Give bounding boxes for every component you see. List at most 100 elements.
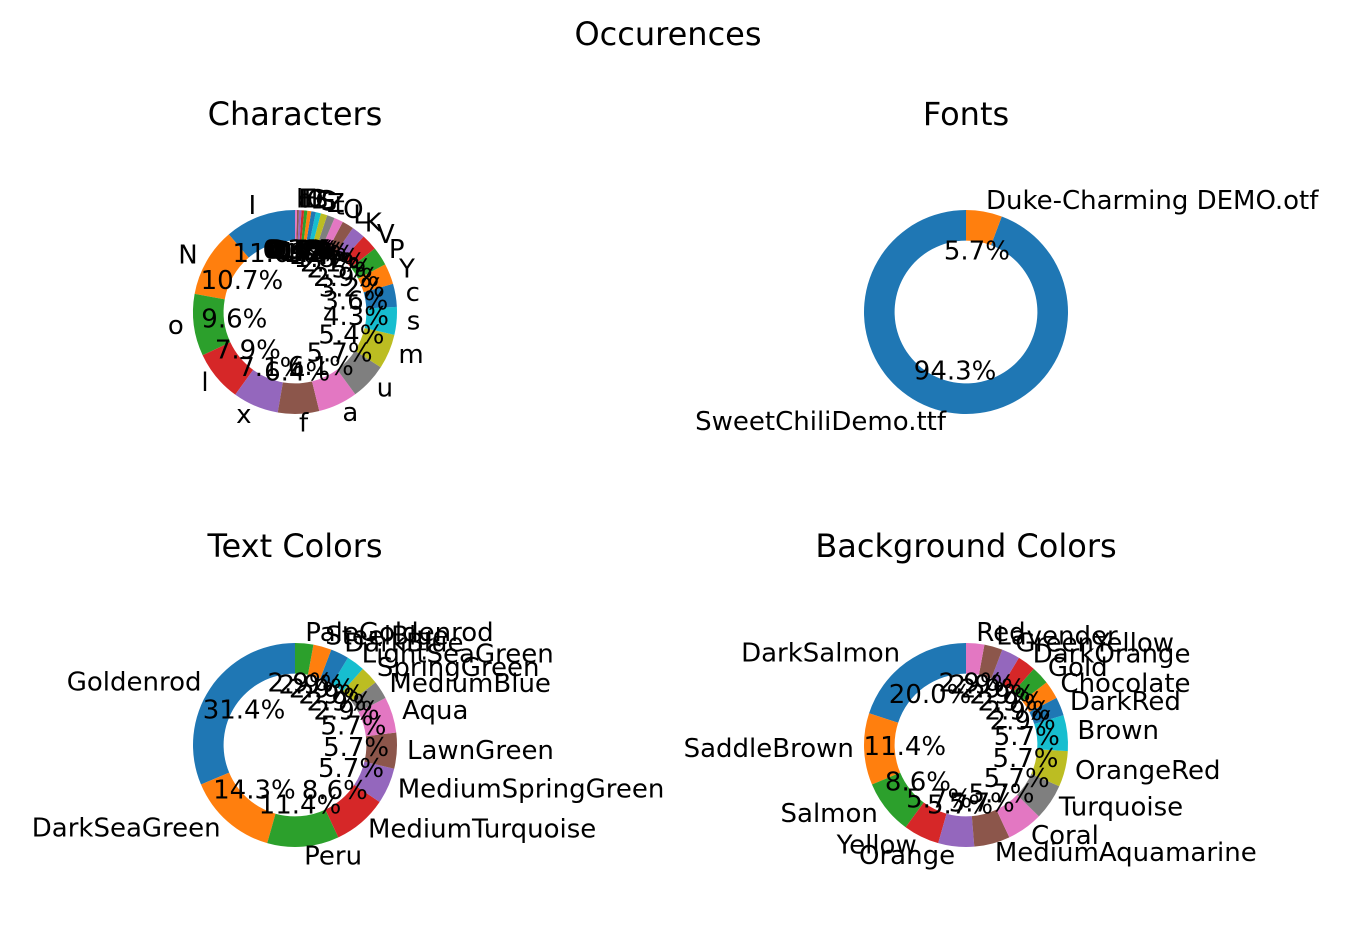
pie-characters-slice-k bbox=[335, 228, 364, 260]
pie-text-colors-slice-darkseagreen bbox=[200, 772, 276, 844]
pie-background-colors-percent-saddlebrown: 11.4% bbox=[864, 732, 947, 762]
pie-text-colors-label-springgreen: SpringGreen bbox=[377, 653, 540, 683]
pie-background-colors-percent-orange: 5.7% bbox=[927, 790, 993, 820]
pie-characters-slice-l bbox=[202, 342, 254, 395]
pie-characters-label-a: a bbox=[342, 398, 358, 428]
pie-fonts-title: Fonts bbox=[923, 95, 1009, 133]
pie-background-colors-percent-yellow: 5.7% bbox=[906, 784, 972, 814]
pie-background-colors-slice-orange bbox=[938, 813, 975, 847]
pie-characters-slice-n bbox=[194, 234, 249, 300]
pie-background-colors-slice-coral bbox=[996, 794, 1039, 838]
pie-characters-label-s: S bbox=[321, 187, 338, 217]
pie-text-colors-slice-lightseagreen bbox=[332, 657, 363, 692]
pie-characters-percent-c: 0.5% bbox=[268, 236, 334, 266]
pie-background-colors-slice-darkorange bbox=[1003, 657, 1034, 692]
pie-characters-percent-o: 1.4% bbox=[288, 241, 354, 271]
pie-characters-label-e: E bbox=[301, 184, 317, 214]
pie-background-colors-percent-chocolate: 2.9% bbox=[984, 696, 1050, 726]
pie-characters-label-i: I bbox=[249, 191, 257, 221]
pie-characters-percent-o: 9.6% bbox=[201, 304, 267, 334]
pie-text-colors-label-darkblue: DarkBlue bbox=[344, 629, 463, 659]
pie-characters-percent-z: 1.0% bbox=[279, 238, 345, 268]
pie-characters-percent-l: 7.9% bbox=[215, 336, 281, 366]
pie-text-colors-percent-mediumblue: 2.9% bbox=[313, 696, 379, 726]
pie-characters-label-o: O bbox=[343, 195, 363, 225]
pie-background-colors-slice-red bbox=[966, 643, 985, 675]
pie-characters-label-f: f bbox=[299, 409, 309, 439]
pie-characters-label-b: B bbox=[311, 185, 329, 215]
pie-text-colors-label-mediumspringgreen: MediumSpringGreen bbox=[398, 775, 665, 805]
pie-background-colors-slice-chocolate bbox=[1022, 682, 1057, 713]
pie-background-colors-slice-yellow bbox=[905, 802, 947, 844]
pie-fonts-label-sweetchilidemo-ttf: SweetChiliDemo.ttf bbox=[695, 407, 947, 437]
pie-background-colors-percent-red: 2.9% bbox=[939, 669, 1005, 699]
pie-characters-slice-s bbox=[364, 306, 397, 335]
pie-text-colors-percent-mediumturquoise: 8.6% bbox=[302, 776, 368, 806]
pie-background-colors-percent-orangered: 5.7% bbox=[992, 744, 1058, 774]
pie-characters-slice-o bbox=[193, 293, 231, 356]
pie-text-colors-category-labels: Goldenrod DarkSeaGreen PeruMediumTurquoise… bbox=[32, 618, 665, 872]
pie-characters-percent-s: 0.8% bbox=[276, 237, 342, 267]
pie-characters-slice-u bbox=[337, 350, 381, 395]
pie-characters-slice-v bbox=[343, 236, 375, 268]
pie-background-colors-label-chocolate: Chocolate bbox=[1060, 669, 1190, 699]
pie-text-colors-percent-peru: 11.4% bbox=[259, 790, 342, 820]
pie-text-colors-percent-goldenrod: 31.4% bbox=[203, 696, 286, 726]
pie-text-colors-title: Text Colors bbox=[206, 527, 382, 565]
pie-text-colors-slice-goldenrod bbox=[192, 643, 295, 785]
pie-fonts-percent-sweetchilidemo-ttf: 94.3% bbox=[914, 357, 997, 387]
pie-characters-label-x: x bbox=[236, 400, 251, 430]
pie-characters-percent-s: 4.3% bbox=[323, 302, 389, 332]
pie-text-colors-label-aqua: Aqua bbox=[402, 696, 468, 726]
pie-characters-slice-t bbox=[317, 215, 335, 247]
pie-characters-label-t: t bbox=[334, 191, 344, 221]
pie-characters-slice-i bbox=[228, 210, 295, 258]
pie-background-colors-slice-darkred bbox=[1029, 697, 1064, 725]
pie-characters-percent-p: 2.9% bbox=[313, 263, 379, 293]
pie-characters-label-z: Z bbox=[327, 189, 345, 219]
pie-characters-percent-y: 3.2% bbox=[319, 274, 385, 304]
pie-characters-percent-c: 3.6% bbox=[322, 286, 388, 316]
pie-characters-percent-d: 0.4% bbox=[267, 235, 333, 265]
pie-characters-slice-z bbox=[313, 213, 328, 245]
pie-background-colors-slice-saddlebrown bbox=[864, 713, 901, 785]
pie-characters-percent-u: 5.7% bbox=[307, 338, 373, 368]
pie-background-colors-percent-turquoise: 5.7% bbox=[984, 764, 1050, 794]
pie-background-colors-percent-mediumaquamarine: 5.7% bbox=[949, 789, 1015, 819]
pie-characters-percent-v: 2.5% bbox=[307, 255, 373, 285]
pie-text-colors-slice-lawngreen bbox=[364, 732, 398, 769]
pie-background-colors-percent-greenyellow: 2.9% bbox=[960, 675, 1026, 705]
pie-characters-slice-c bbox=[363, 283, 397, 309]
pie-characters-label-v: V bbox=[377, 220, 395, 250]
pie-text-colors-slice-mediumblue bbox=[351, 682, 386, 713]
pie-characters-slice-f bbox=[277, 381, 320, 414]
pie-characters-slice-o bbox=[322, 217, 343, 249]
pie-background-colors-label-brown: Brown bbox=[1077, 716, 1159, 746]
pie-characters-label-g: G bbox=[315, 186, 335, 216]
pie-background-colors-percent-brown: 5.7% bbox=[994, 722, 1060, 752]
pie-background-colors-slice-orangered bbox=[1031, 749, 1068, 787]
pie-text-colors-label-peru: Peru bbox=[304, 841, 362, 871]
pie-text-colors-label-lightseagreen: LightSeaGreen bbox=[362, 639, 554, 669]
pie-characters-slice-x bbox=[235, 369, 283, 413]
pie-background-colors-percent-lavender: 2.9% bbox=[949, 671, 1015, 701]
pie-background-colors-percent-darksalmon: 20.0% bbox=[889, 680, 972, 710]
pie-background-colors-label-red: Red bbox=[976, 618, 1025, 648]
pie-characters-percent-labels: 11.0%10.7% 9.6%7.9%7.1%6.4%6.1%5.7%5.4%4.… bbox=[201, 235, 389, 387]
pie-text-colors-percent-aqua: 5.7% bbox=[320, 711, 386, 741]
pie-characters-slice-g bbox=[306, 211, 316, 243]
pie-characters-slice-l bbox=[328, 221, 353, 254]
pie-characters-label-l: l bbox=[201, 368, 208, 398]
pie-text-colors-percent-mediumspringgreen: 5.7% bbox=[318, 754, 384, 784]
pie-text-colors-label-mediumturquoise: MediumTurquoise bbox=[368, 815, 596, 845]
pie-background-colors-slice-salmon bbox=[871, 772, 924, 828]
pie-text-colors-percent-darkblue: 2.9% bbox=[289, 675, 355, 705]
pie-text-colors-label-goldenrod: Goldenrod bbox=[67, 667, 202, 697]
pie-background-colors-label-lavender: Lavender bbox=[996, 621, 1118, 651]
pie-characters-percent-b: 0.6% bbox=[271, 236, 337, 266]
pie-text-colors-percent-labels: 31.4%14.3%11.4%8.6%5.7%5.7%5.7%2.9%2.9%2… bbox=[203, 669, 389, 821]
pie-characters-label-s: s bbox=[407, 306, 421, 336]
pie-background-colors-label-mediumaquamarine: MediumAquamarine bbox=[995, 838, 1257, 868]
pie-characters-label-k: K bbox=[365, 209, 383, 239]
